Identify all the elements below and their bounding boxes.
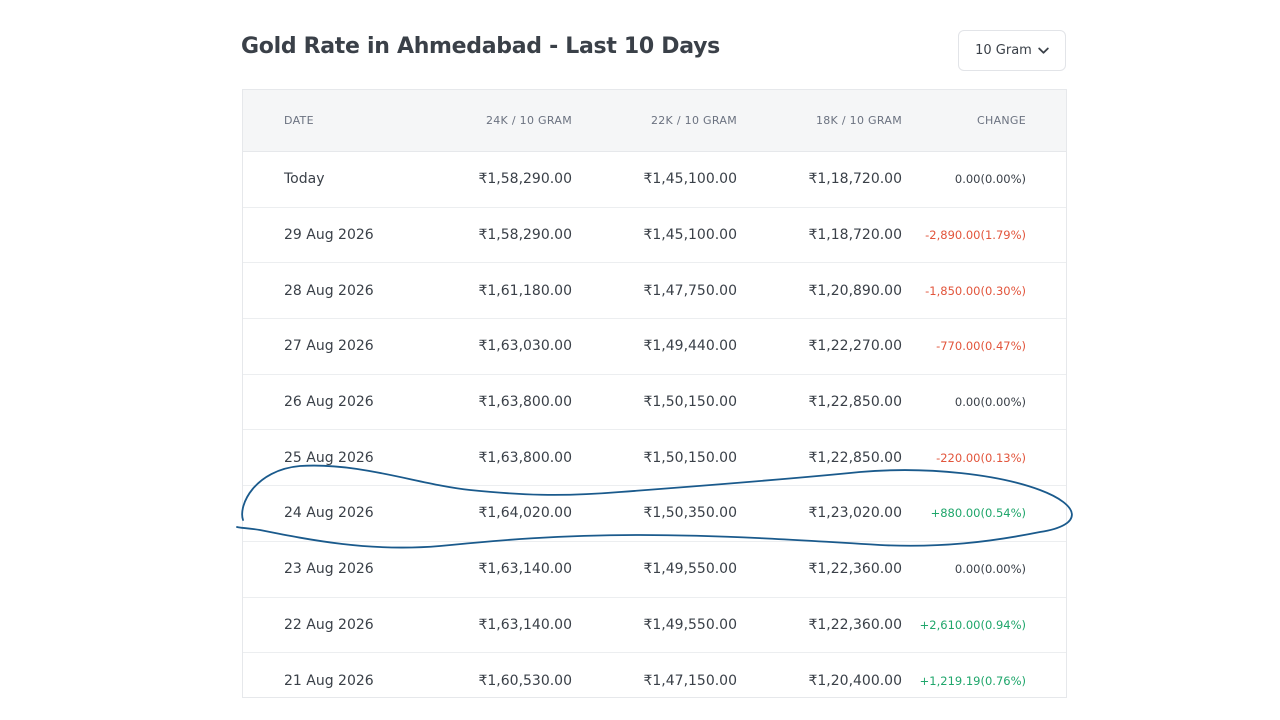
cell-24k: ₹1,63,800.00 [478, 449, 572, 466]
table-row: 24 Aug 2026 ₹1,64,020.00 ₹1,50,350.00 ₹1,23… [243, 486, 1066, 542]
cell-24k: ₹1,61,180.00 [478, 282, 572, 299]
gold-rate-table: DATE 24K / 10 GRAM 22K / 10 GRAM 18K / 1… [242, 89, 1067, 698]
cell-22k: ₹1,50,150.00 [643, 449, 737, 466]
cell-date: 23 Aug 2026 [284, 561, 374, 578]
cell-change: +1,219.19(0.76%) [919, 673, 1026, 688]
cell-date: 22 Aug 2026 [284, 616, 374, 633]
cell-18k: ₹1,23,020.00 [808, 505, 902, 522]
table-row: 26 Aug 2026 ₹1,63,800.00 ₹1,50,150.00 ₹1,22… [243, 375, 1066, 431]
cell-date: 25 Aug 2026 [284, 449, 374, 466]
cell-18k: ₹1,18,720.00 [808, 171, 902, 188]
cell-24k: ₹1,60,530.00 [478, 672, 572, 689]
cell-change: -1,850.00(0.30%) [925, 283, 1026, 298]
table-row: Today ₹1,58,290.00 ₹1,45,100.00 ₹1,18,720.0… [243, 152, 1066, 208]
cell-22k: ₹1,47,750.00 [643, 282, 737, 299]
table-row: 28 Aug 2026 ₹1,61,180.00 ₹1,47,750.00 ₹1,20… [243, 263, 1066, 320]
cell-18k: ₹1,20,400.00 [808, 672, 902, 689]
table-row: 27 Aug 2026 ₹1,63,030.00 ₹1,49,440.00 ₹1,22… [243, 319, 1066, 375]
cell-change: 0.00(0.00%) [954, 172, 1026, 187]
header-22k: 22K / 10 GRAM [650, 114, 737, 127]
cell-24k: ₹1,64,020.00 [478, 505, 572, 522]
cell-24k: ₹1,58,290.00 [478, 171, 572, 188]
header-18k: 18K / 10 GRAM [815, 114, 902, 127]
unit-select-value: 10 Gram [975, 43, 1032, 58]
table-row: 21 Aug 2026 ₹1,60,530.00 ₹1,47,150.00 ₹1,20… [243, 653, 1066, 708]
header-24k: 24K / 10 GRAM [485, 114, 572, 127]
cell-change: -220.00(0.13%) [936, 450, 1026, 465]
cell-change: 0.00(0.00%) [954, 395, 1026, 410]
cell-18k: ₹1,20,890.00 [808, 282, 902, 299]
cell-date: 21 Aug 2026 [284, 672, 374, 689]
unit-select-dropdown[interactable]: 10 Gram [958, 30, 1066, 71]
cell-change: -770.00(0.47%) [936, 339, 1026, 354]
table-row: 29 Aug 2026 ₹1,58,290.00 ₹1,45,100.00 ₹1,18… [243, 208, 1066, 264]
cell-date: Today [284, 171, 325, 188]
cell-22k: ₹1,49,550.00 [643, 616, 737, 633]
cell-24k: ₹1,63,800.00 [478, 394, 572, 411]
cell-22k: ₹1,45,100.00 [643, 171, 737, 188]
cell-22k: ₹1,45,100.00 [643, 227, 737, 244]
cell-change: -2,890.00(1.79%) [925, 228, 1026, 243]
cell-24k: ₹1,63,140.00 [478, 561, 572, 578]
cell-18k: ₹1,22,850.00 [808, 449, 902, 466]
cell-22k: ₹1,50,150.00 [643, 394, 737, 411]
cell-18k: ₹1,22,360.00 [808, 616, 902, 633]
table-body: Today ₹1,58,290.00 ₹1,45,100.00 ₹1,18,720.0… [243, 152, 1066, 708]
cell-date: 26 Aug 2026 [284, 394, 374, 411]
table-header: DATE 24K / 10 GRAM 22K / 10 GRAM 18K / 1… [243, 90, 1066, 152]
cell-date: 27 Aug 2026 [284, 338, 374, 355]
cell-24k: ₹1,63,140.00 [478, 616, 572, 633]
page-title: Gold Rate in Ahmedabad - Last 10 Days [241, 34, 720, 59]
cell-date: 24 Aug 2026 [284, 505, 374, 522]
chevron-down-icon [1038, 47, 1049, 55]
cell-22k: ₹1,49,440.00 [643, 338, 737, 355]
table-row: 23 Aug 2026 ₹1,63,140.00 ₹1,49,550.00 ₹1,22… [243, 542, 1066, 598]
cell-24k: ₹1,63,030.00 [478, 338, 572, 355]
cell-18k: ₹1,22,360.00 [808, 561, 902, 578]
header-change: CHANGE [977, 114, 1026, 127]
header-date: DATE [284, 114, 314, 127]
cell-date: 29 Aug 2026 [284, 227, 374, 244]
cell-change: +880.00(0.54%) [930, 506, 1026, 521]
cell-change: +2,610.00(0.94%) [919, 617, 1026, 632]
cell-22k: ₹1,47,150.00 [643, 672, 737, 689]
table-row: 25 Aug 2026 ₹1,63,800.00 ₹1,50,150.00 ₹1,22… [243, 430, 1066, 487]
table-row: 22 Aug 2026 ₹1,63,140.00 ₹1,49,550.00 ₹1,22… [243, 598, 1066, 654]
cell-date: 28 Aug 2026 [284, 282, 374, 299]
cell-18k: ₹1,18,720.00 [808, 227, 902, 244]
cell-change: 0.00(0.00%) [954, 562, 1026, 577]
cell-22k: ₹1,49,550.00 [643, 561, 737, 578]
cell-18k: ₹1,22,850.00 [808, 394, 902, 411]
cell-22k: ₹1,50,350.00 [643, 505, 737, 522]
cell-18k: ₹1,22,270.00 [808, 338, 902, 355]
cell-24k: ₹1,58,290.00 [478, 227, 572, 244]
